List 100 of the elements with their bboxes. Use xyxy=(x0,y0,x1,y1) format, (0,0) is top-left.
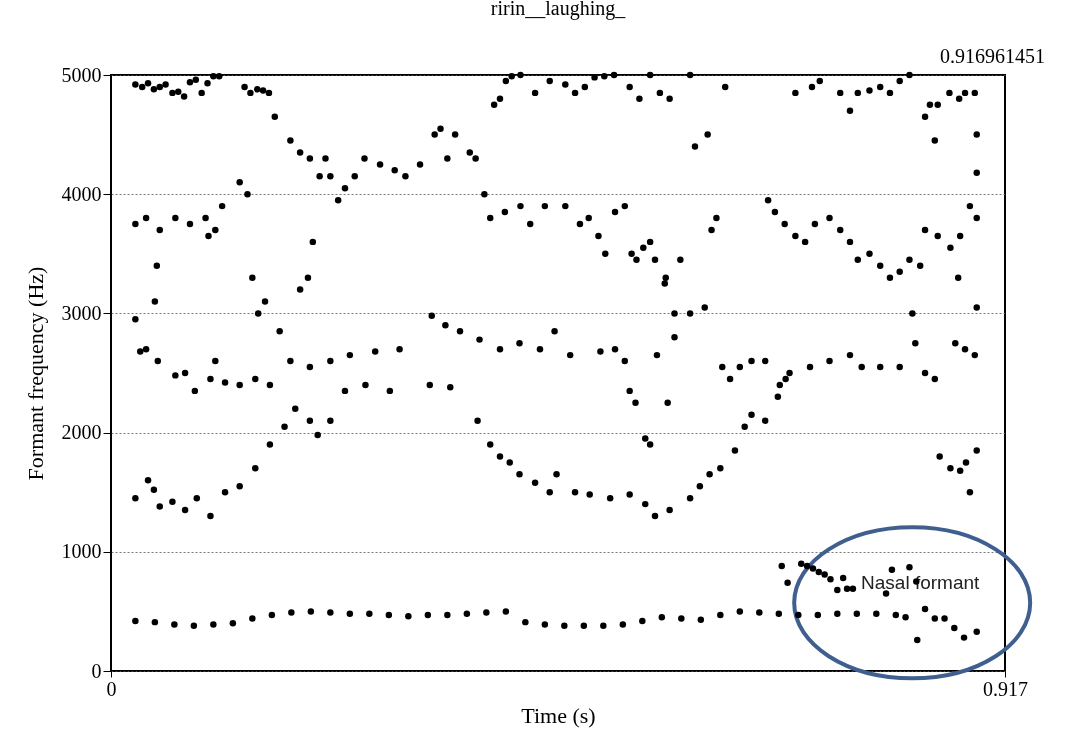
point xyxy=(839,574,847,582)
point xyxy=(834,586,841,594)
point xyxy=(795,611,802,619)
point xyxy=(221,379,229,386)
point xyxy=(428,312,435,320)
point xyxy=(726,375,734,383)
point xyxy=(306,363,314,371)
point xyxy=(639,617,646,625)
point xyxy=(973,628,980,635)
point xyxy=(717,611,724,619)
point xyxy=(442,322,449,329)
point xyxy=(156,503,163,510)
point xyxy=(882,590,890,597)
point xyxy=(536,345,544,353)
point xyxy=(252,465,259,472)
point xyxy=(741,423,748,430)
point xyxy=(827,575,834,583)
point xyxy=(424,611,432,619)
point xyxy=(774,393,782,401)
point xyxy=(784,579,791,587)
point xyxy=(292,405,299,412)
point xyxy=(346,610,354,618)
point xyxy=(736,363,744,371)
point xyxy=(181,506,189,514)
point xyxy=(371,348,379,355)
point xyxy=(172,372,179,379)
point xyxy=(906,564,913,571)
point xyxy=(487,441,494,448)
point xyxy=(761,357,769,365)
point xyxy=(815,568,823,576)
point xyxy=(876,363,884,371)
point xyxy=(447,384,454,391)
point xyxy=(207,375,214,383)
point xyxy=(706,471,713,478)
point xyxy=(327,609,334,616)
point xyxy=(921,605,929,613)
point xyxy=(132,617,139,625)
point xyxy=(132,316,139,323)
point xyxy=(619,621,627,628)
point xyxy=(476,336,483,343)
point xyxy=(748,357,755,365)
point xyxy=(580,622,588,629)
x-tick-label: 0.917 xyxy=(983,677,1028,700)
point xyxy=(731,447,739,454)
point xyxy=(775,610,783,618)
point xyxy=(966,488,974,496)
point xyxy=(798,560,805,567)
point xyxy=(327,417,334,424)
point xyxy=(132,494,139,502)
point xyxy=(171,621,178,628)
point xyxy=(287,357,294,365)
point xyxy=(971,351,979,359)
point xyxy=(951,624,958,632)
y-tick-label: 5000 xyxy=(61,63,102,86)
point xyxy=(236,483,243,490)
point xyxy=(362,381,369,389)
y-tick-label: 4000 xyxy=(61,182,102,205)
point xyxy=(221,488,229,496)
point xyxy=(761,417,769,424)
point xyxy=(288,609,295,616)
point xyxy=(952,339,959,347)
point xyxy=(902,614,909,621)
point xyxy=(646,441,654,448)
point xyxy=(600,622,607,629)
point xyxy=(597,348,604,355)
point xyxy=(834,610,841,618)
y-tick-label: 0 xyxy=(91,659,102,682)
point xyxy=(252,375,259,383)
point xyxy=(606,494,614,502)
point xyxy=(912,339,919,347)
point xyxy=(658,614,666,621)
point xyxy=(931,375,939,383)
point xyxy=(973,304,980,311)
point xyxy=(719,363,726,371)
point xyxy=(444,611,451,619)
point xyxy=(756,609,763,616)
y-tick-label: 1000 xyxy=(61,540,102,563)
point xyxy=(776,381,784,389)
point xyxy=(236,381,243,389)
point xyxy=(896,363,903,371)
point xyxy=(142,345,150,353)
point xyxy=(212,357,219,365)
point xyxy=(566,351,574,359)
point xyxy=(463,610,471,618)
point xyxy=(642,435,649,442)
point xyxy=(678,615,685,622)
chart-title: ririn__laughing_ xyxy=(490,0,627,20)
point xyxy=(546,488,553,496)
x-axis-title: Time (s) xyxy=(521,702,596,728)
point xyxy=(426,381,434,389)
point xyxy=(686,494,694,502)
point xyxy=(803,562,811,570)
point xyxy=(266,381,274,389)
point xyxy=(653,351,661,359)
point xyxy=(664,399,671,407)
point xyxy=(405,612,412,620)
point xyxy=(892,611,900,619)
point xyxy=(914,636,921,644)
point xyxy=(502,608,510,615)
point xyxy=(496,453,504,460)
